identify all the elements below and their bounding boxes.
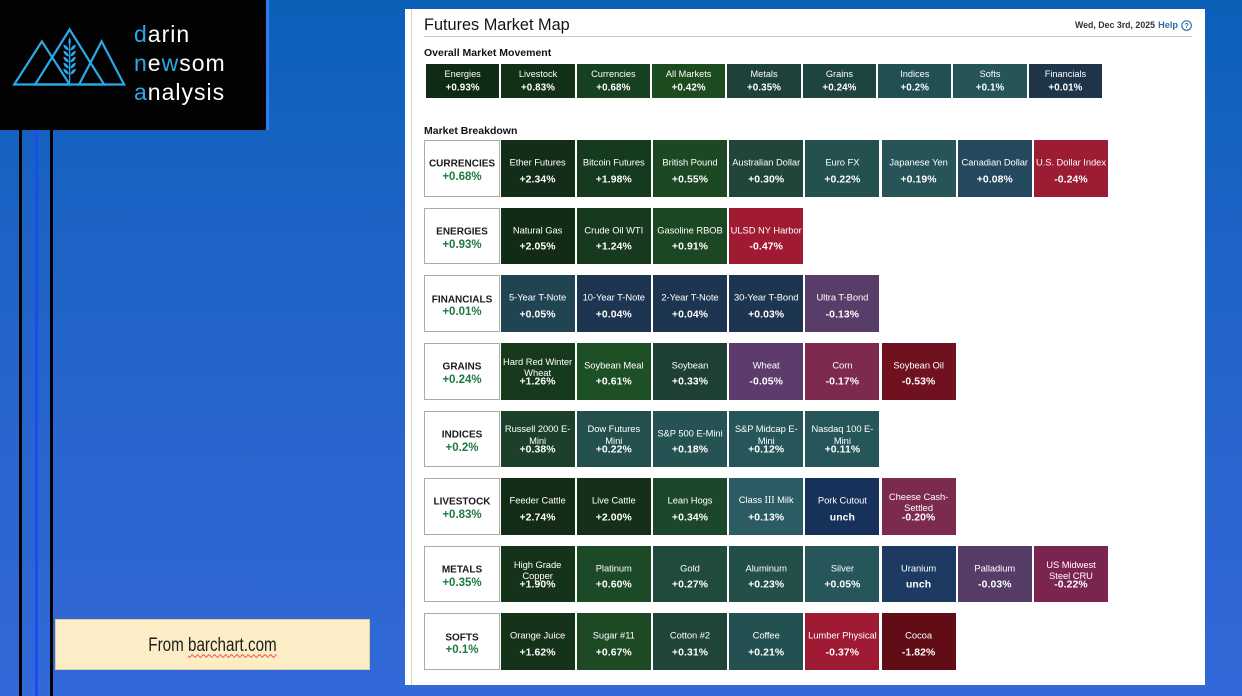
svg-text:?: ?	[1184, 21, 1189, 30]
